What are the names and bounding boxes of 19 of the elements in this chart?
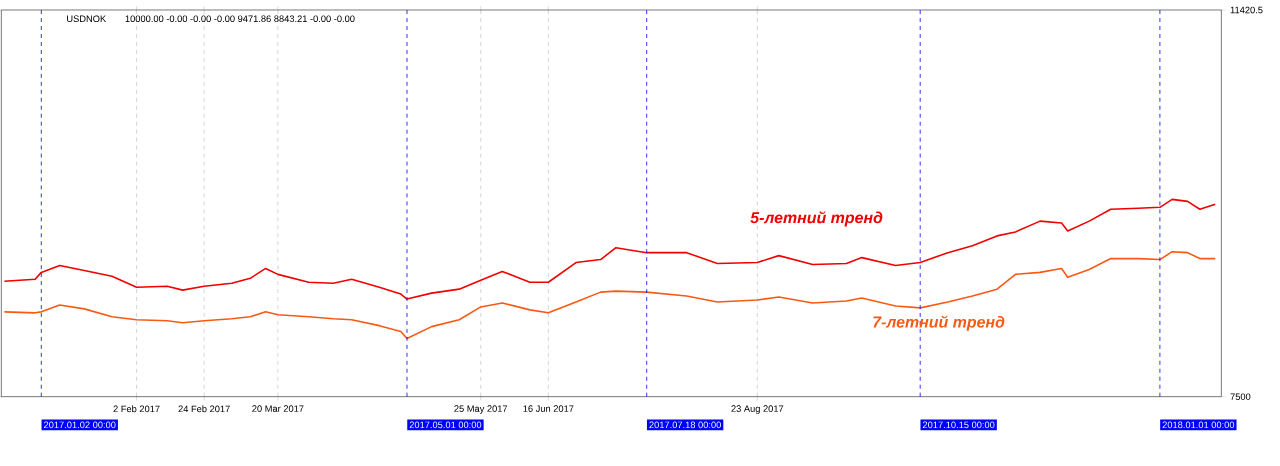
ref-line-label: 2017.01.02 00:00 <box>44 421 116 429</box>
x-tick-label: 16 Jun 2017 <box>523 405 574 412</box>
y-tick-label: 7500 <box>1230 393 1251 400</box>
ref-line-label: 2017.10.15 00:00 <box>922 421 995 429</box>
ref-line-label: 2017.07.18 00:00 <box>649 421 721 429</box>
ref-line-label: 2018.01.01 00:00 <box>1162 421 1235 429</box>
text: 5-летний тренд <box>750 211 883 227</box>
annotation: 10000.00 -0.00 -0.00 -0.00 9471.86 8843.21 -0.00 -0.00 <box>125 15 355 23</box>
x-tick-label: 24 Feb 2017 <box>178 405 230 413</box>
x-tick-label: 20 Mar 2017 <box>252 405 304 412</box>
ref-line-label: 2017.05.01 00:00 <box>409 421 482 429</box>
y-tick-label: 11420.5 <box>1230 6 1263 14</box>
x-tick-label: 25 May 2017 <box>454 405 508 414</box>
x-tick-label: 2 Feb 2017 <box>113 405 160 413</box>
annotation: USDNOK <box>67 15 107 23</box>
x-tick-label: 23 Aug 2017 <box>731 405 784 414</box>
series-label: 7-летний тренд <box>873 315 1005 331</box>
line-series <box>3 198 1217 300</box>
line-series <box>3 250 1217 340</box>
